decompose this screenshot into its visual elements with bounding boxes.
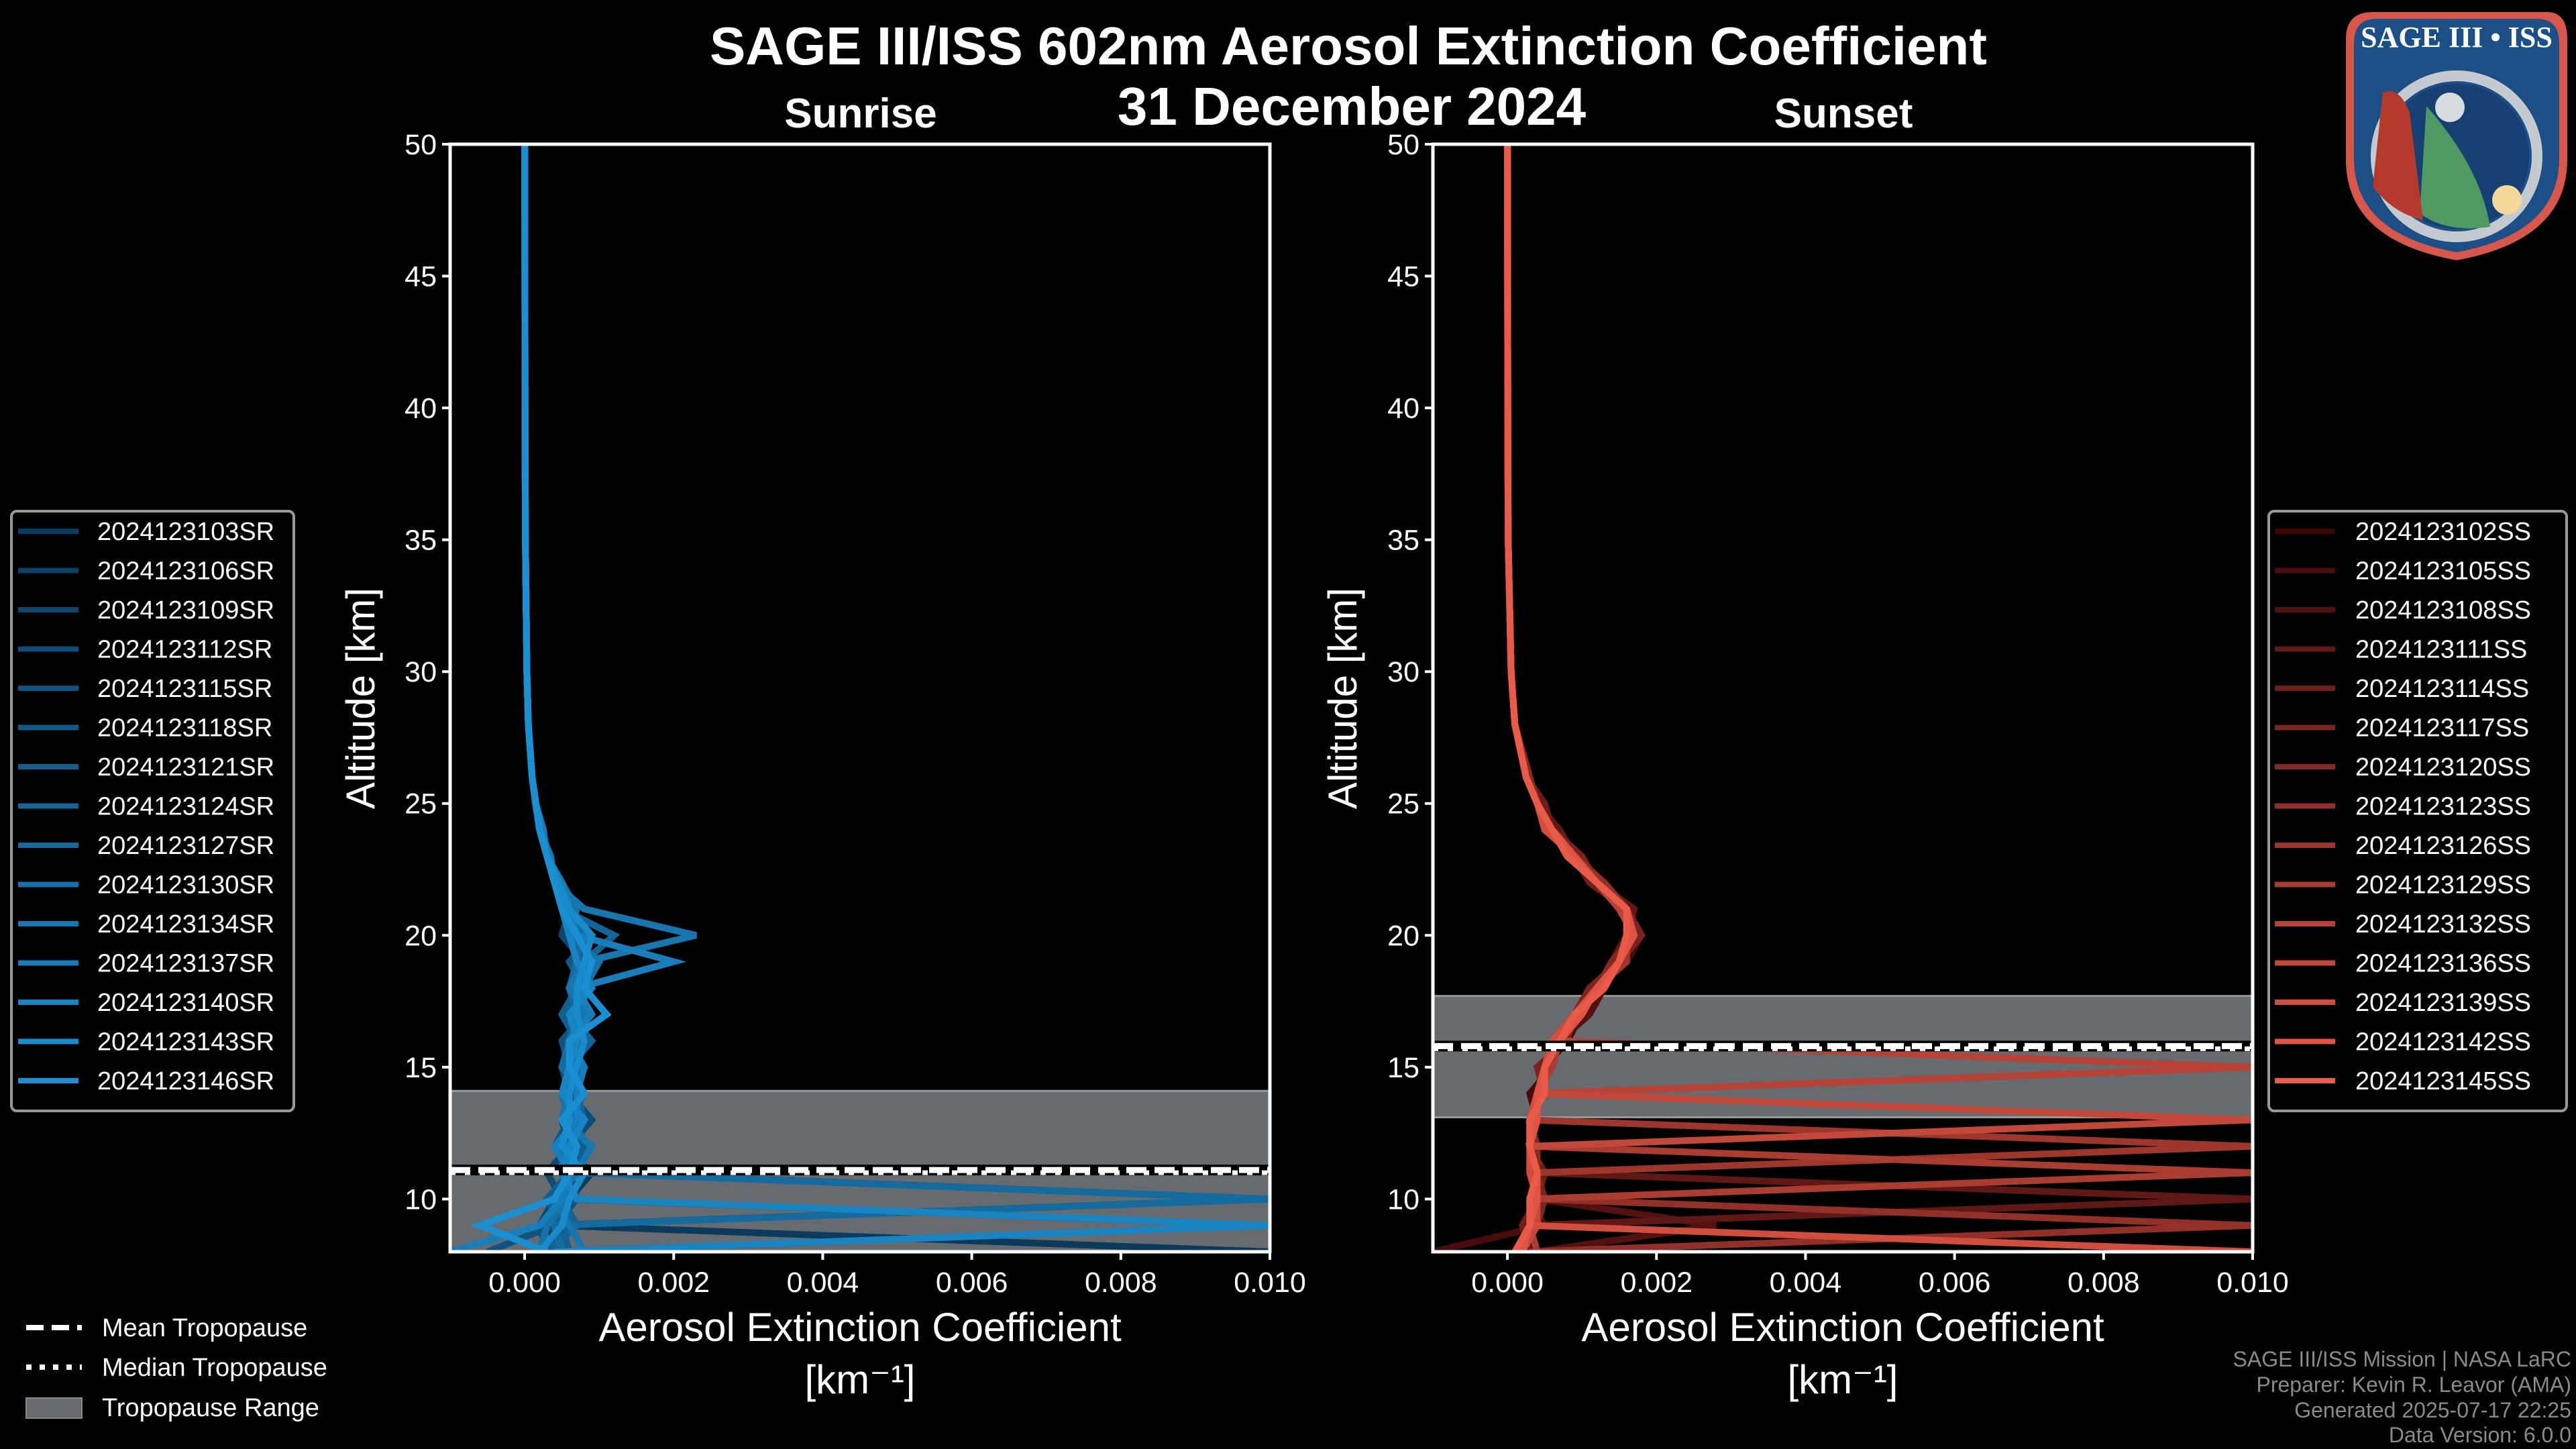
y-tick-label: 20 — [1387, 920, 1419, 952]
chart-date: 31 December 2024 — [1118, 76, 1587, 136]
y-tick-label: 40 — [1387, 392, 1419, 425]
profile-line-2024123146SR — [470, 144, 612, 1252]
y-tick-label: 10 — [1387, 1183, 1419, 1216]
y-tick-label: 10 — [405, 1183, 437, 1216]
y-tick-label: 30 — [405, 656, 437, 688]
x-tick-label: 0.008 — [2068, 1267, 2140, 1299]
x-tick-label: 0.004 — [1770, 1267, 1842, 1299]
y-tick-label: 25 — [405, 788, 437, 820]
y-tick-label: 15 — [405, 1052, 437, 1084]
legend-label: 2024123109SR — [97, 596, 274, 625]
legend-label: 2024123134SR — [97, 910, 274, 938]
sunset-panel: 10 15 20 25 30 35 40 45 50 0.000 0.002 0.004 0.006 0.… — [1387, 129, 2289, 1299]
legend-label: 2024123112SR — [97, 636, 272, 664]
x-tick-label: 0.000 — [1471, 1267, 1544, 1299]
y-tick-label: 50 — [1387, 129, 1419, 161]
median-tropopause-label: Median Tropopause — [102, 1354, 327, 1382]
x-axis-unit-sunset: [km⁻¹] — [1788, 1357, 1898, 1402]
legend-label: 2024123120SS — [2355, 753, 2531, 782]
legend-label: 2024123103SR — [97, 518, 274, 546]
legend-label: 2024123106SR — [97, 557, 274, 586]
logo-text: SAGE III • ISS — [2361, 21, 2553, 54]
y-tick-label: 45 — [1387, 261, 1419, 293]
x-tick-label: 0.008 — [1085, 1267, 1157, 1299]
x-tick-label: 0.006 — [936, 1267, 1008, 1299]
legend-frame — [2267, 510, 2568, 1112]
legend-label: 2024123127SR — [97, 832, 274, 860]
y-axis-label-sunset: Altitude [km] — [1320, 588, 1365, 809]
y-tick-label: 45 — [405, 261, 437, 293]
sunrise-panel: 10 15 20 25 30 35 40 45 50 0.000 0.002 0.004 0.006 0.… — [405, 129, 1306, 1299]
x-axis-label-sunset: Aerosol Extinction Coefficient — [1581, 1305, 2104, 1350]
profile-line-2024123145SS — [1504, 144, 1630, 1252]
legend-label: 2024123146SR — [97, 1067, 274, 1095]
legend-label: 2024123114SS — [2355, 675, 2529, 703]
tropopause-range-swatch — [25, 1397, 83, 1419]
legend-label: 2024123118SR — [97, 714, 272, 743]
sunset-axes-frame — [1431, 142, 2255, 1254]
y-tick-label: 20 — [405, 920, 437, 952]
tropopause-range-label: Tropopause Range — [102, 1394, 319, 1422]
legend-label: 2024123123SS — [2355, 793, 2531, 821]
legend-label: 2024123142SS — [2355, 1028, 2531, 1057]
legend-label: 2024123136SS — [2355, 950, 2531, 978]
y-tick-label: 40 — [405, 392, 437, 425]
legend-label: 2024123139SS — [2355, 989, 2531, 1017]
sunrise-plot-area — [450, 144, 1270, 1252]
chart-title: SAGE III/ISS 602nm Aerosol Extinction Co… — [710, 16, 1987, 76]
sunset-plot-area — [1433, 144, 2253, 1252]
y-tick-label: 35 — [1387, 525, 1419, 557]
x-axis-label-sunrise: Aerosol Extinction Coefficient — [598, 1305, 1122, 1350]
legend-label: 2024123121SR — [97, 753, 274, 782]
y-tick-label: 50 — [405, 129, 437, 161]
legend-label: 2024123117SS — [2355, 714, 2529, 743]
footer-mission: SAGE III/ISS Mission | NASA LaRC — [2233, 1347, 2571, 1371]
panel-title-sunset: Sunset — [1774, 91, 1913, 137]
x-tick-label: 0.002 — [1620, 1267, 1693, 1299]
mean-tropopause-label: Mean Tropopause — [102, 1314, 307, 1342]
y-tick-label: 30 — [1387, 656, 1419, 688]
legend-label: 2024123130SR — [97, 871, 274, 900]
legend-label: 2024123102SS — [2355, 518, 2531, 546]
x-tick-label: 0.004 — [787, 1267, 859, 1299]
legend-label: 2024123105SS — [2355, 557, 2531, 586]
legend-label: 2024123143SR — [97, 1028, 274, 1057]
legend-label: 2024123108SS — [2355, 596, 2531, 625]
footer-data-version: Data Version: 6.0.0 — [2389, 1423, 2571, 1447]
legend-label: 2024123129SS — [2355, 871, 2531, 900]
x-tick-label: 0.010 — [1234, 1267, 1306, 1299]
tropopause-legend: Mean Tropopause Median Tropopause Tropop… — [25, 1314, 327, 1422]
sunset-legend: 2024123102SS 2024123105SS 2024123108SS 2024… — [2267, 510, 2568, 1112]
sunrise-axes-frame — [448, 142, 1272, 1254]
x-tick-label: 0.006 — [1919, 1267, 1991, 1299]
legend-label: 2024123111SS — [2355, 636, 2527, 664]
x-tick-label: 0.000 — [488, 1267, 561, 1299]
y-tick-label: 35 — [405, 525, 437, 557]
panel-title-sunrise: Sunrise — [784, 91, 936, 137]
y-tick-label: 25 — [1387, 788, 1419, 820]
legend-label: 2024123140SR — [97, 989, 274, 1017]
legend-label: 2024123145SS — [2355, 1067, 2531, 1095]
legend-label: 2024123132SS — [2355, 910, 2531, 938]
legend-label: 2024123137SR — [97, 950, 274, 978]
x-tick-label: 0.002 — [637, 1267, 710, 1299]
legend-frame — [10, 510, 295, 1112]
legend-label: 2024123115SR — [97, 675, 272, 703]
legend-label: 2024123126SS — [2355, 832, 2531, 860]
y-axis-label-sunrise: Altitude [km] — [338, 588, 383, 809]
x-tick-label: 0.010 — [2216, 1267, 2289, 1299]
legend-label: 2024123124SR — [97, 793, 274, 821]
footer-generated: Generated 2025-07-17 22:25 — [2294, 1398, 2571, 1422]
footer-preparer: Preparer: Kevin R. Leavor (AMA) — [2257, 1373, 2572, 1397]
sage-iii-iss-mission-logo: SAGE III • ISS — [2346, 12, 2567, 260]
x-axis-unit-sunrise: [km⁻¹] — [805, 1357, 916, 1402]
sunrise-legend: 2024123103SR 2024123106SR 2024123109SR 2024… — [10, 510, 295, 1112]
y-tick-label: 15 — [1387, 1052, 1419, 1084]
